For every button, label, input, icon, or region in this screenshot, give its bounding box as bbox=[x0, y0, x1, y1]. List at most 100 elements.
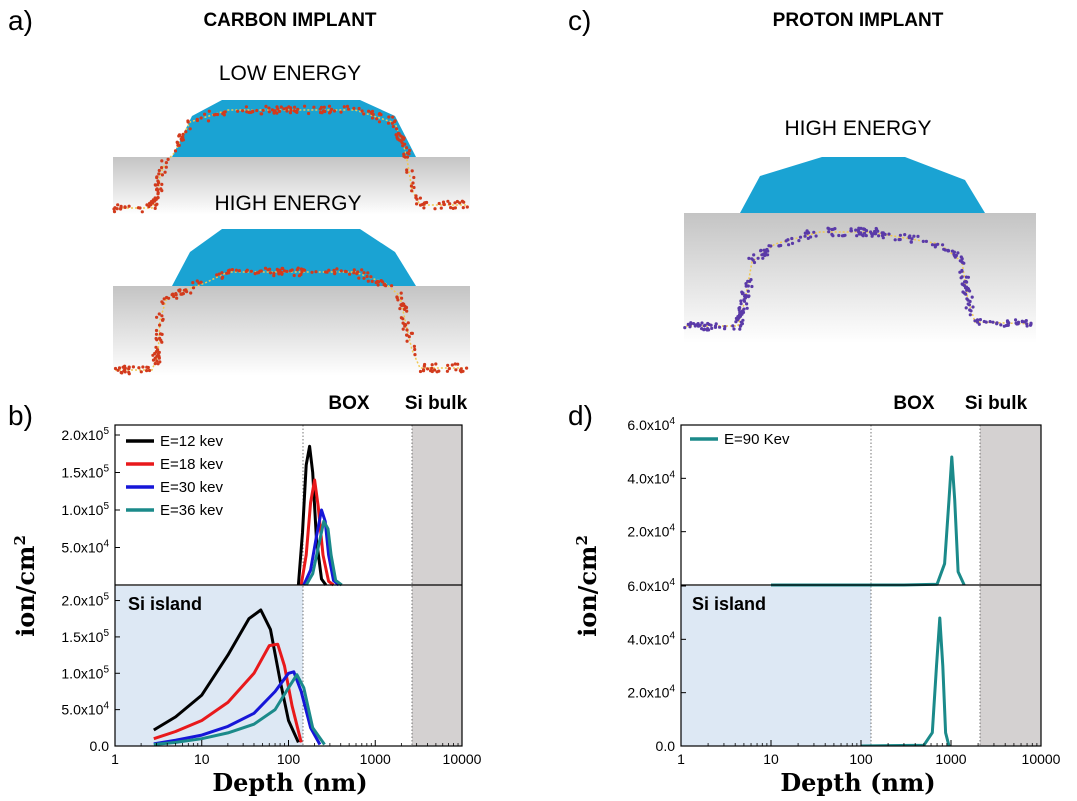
implant-dot bbox=[186, 119, 190, 123]
implant-dot bbox=[924, 239, 929, 243]
implant-dot bbox=[405, 339, 409, 343]
series-line-top bbox=[304, 519, 343, 587]
legend-label: E=18 kev bbox=[160, 456, 223, 473]
implant-dot bbox=[226, 269, 231, 273]
implant-dot bbox=[339, 110, 343, 114]
implant-dot bbox=[737, 308, 741, 312]
implant-dot bbox=[403, 142, 407, 146]
implant-dot bbox=[806, 236, 810, 240]
implant-dot bbox=[740, 322, 745, 326]
implant-dot bbox=[703, 327, 707, 331]
implant-dot bbox=[362, 112, 366, 116]
implant-dot bbox=[991, 320, 995, 324]
implant-dot bbox=[195, 118, 199, 123]
implant-dot bbox=[412, 185, 416, 190]
implant-dot bbox=[199, 280, 203, 284]
implant-dot bbox=[903, 233, 907, 237]
implant-dot bbox=[369, 275, 373, 279]
series-group bbox=[153, 444, 343, 746]
implant-dot bbox=[391, 125, 395, 129]
y-tick-label: 0.0 bbox=[90, 738, 110, 754]
implant-dot bbox=[861, 234, 865, 238]
implant-dot bbox=[1007, 321, 1011, 325]
implant-dot bbox=[461, 369, 465, 373]
implant-dot bbox=[933, 245, 937, 249]
implant-dot bbox=[447, 367, 451, 371]
implant-dot bbox=[401, 327, 405, 331]
y-tick-label: 1.0x105 bbox=[61, 664, 109, 681]
implant-dot bbox=[222, 110, 226, 114]
implant-dot bbox=[343, 269, 347, 273]
implant-dot bbox=[430, 363, 434, 367]
implant-dot bbox=[212, 113, 216, 117]
implant-dot bbox=[352, 268, 356, 272]
implant-dot bbox=[314, 270, 318, 274]
implant-dot bbox=[975, 318, 980, 322]
implant-dot bbox=[445, 369, 449, 373]
implant-dot bbox=[746, 279, 750, 283]
implant-dot bbox=[430, 366, 434, 370]
implant-dot bbox=[362, 271, 366, 275]
implant-dot bbox=[988, 320, 992, 324]
implant-dot bbox=[1002, 324, 1006, 328]
implant-dot bbox=[199, 116, 203, 120]
implant-dot bbox=[401, 321, 405, 325]
implant-dot bbox=[270, 108, 274, 112]
x-tick-label: 100 bbox=[849, 751, 873, 767]
implant-dot bbox=[272, 274, 276, 278]
implant-dot bbox=[370, 116, 375, 120]
implant-dot bbox=[455, 199, 459, 204]
implant-dot bbox=[405, 333, 409, 337]
implant-dot bbox=[707, 328, 711, 332]
implant-dot bbox=[458, 368, 462, 373]
implant-dot bbox=[739, 299, 743, 303]
implant-dot bbox=[400, 296, 404, 300]
y-tick-label: 0.0 bbox=[656, 738, 676, 754]
implant-dot bbox=[797, 239, 801, 243]
implant-dot bbox=[272, 110, 276, 114]
implant-dot bbox=[683, 326, 687, 330]
implant-dot bbox=[1020, 320, 1024, 324]
implant-dot bbox=[113, 366, 118, 371]
panel-c-label: c) bbox=[568, 5, 591, 36]
implant-dot bbox=[327, 104, 332, 108]
implant-dot bbox=[154, 332, 159, 336]
implant-dot bbox=[268, 271, 273, 275]
implant-dot bbox=[139, 370, 143, 374]
implant-dot bbox=[402, 154, 406, 158]
series-line-top bbox=[299, 478, 335, 587]
implant-dot bbox=[1014, 321, 1018, 325]
y-tick-label: 2.0x105 bbox=[61, 592, 109, 609]
implant-dot bbox=[751, 258, 755, 262]
implant-dot bbox=[230, 268, 234, 272]
implant-dot bbox=[259, 269, 263, 273]
implant-dot bbox=[413, 347, 417, 352]
implant-dot bbox=[275, 111, 279, 115]
si-bulk-region-label: Si bulk bbox=[965, 393, 1028, 414]
implant-dot bbox=[430, 369, 434, 374]
implant-dot bbox=[422, 364, 426, 368]
implant-dot bbox=[880, 231, 884, 235]
implant-dot bbox=[404, 305, 409, 310]
implant-dot bbox=[803, 234, 807, 238]
implant-dot bbox=[249, 110, 253, 114]
carbon-implant-title: CARBON IMPLANT bbox=[203, 10, 376, 31]
x-axis-title: Depth (nm) bbox=[780, 768, 935, 797]
implant-dot bbox=[411, 181, 415, 185]
implant-dot bbox=[399, 291, 403, 295]
implant-dot bbox=[402, 137, 406, 141]
implant-dot bbox=[862, 227, 866, 231]
implant-dot bbox=[156, 196, 160, 200]
y-tick-label: 2.0x104 bbox=[627, 523, 675, 540]
implant-dot bbox=[750, 284, 754, 289]
implant-dot bbox=[207, 109, 211, 113]
implant-dot bbox=[360, 268, 364, 272]
legend-label: E=30 kev bbox=[160, 479, 223, 496]
y-tick-label: 1.5x105 bbox=[61, 628, 109, 645]
series-line-bottom bbox=[153, 670, 322, 746]
implant-dot bbox=[268, 267, 272, 271]
implant-dot bbox=[178, 289, 182, 293]
box-region-label: BOX bbox=[328, 393, 370, 414]
implant-dot bbox=[158, 360, 162, 364]
implant-dot bbox=[777, 244, 781, 248]
